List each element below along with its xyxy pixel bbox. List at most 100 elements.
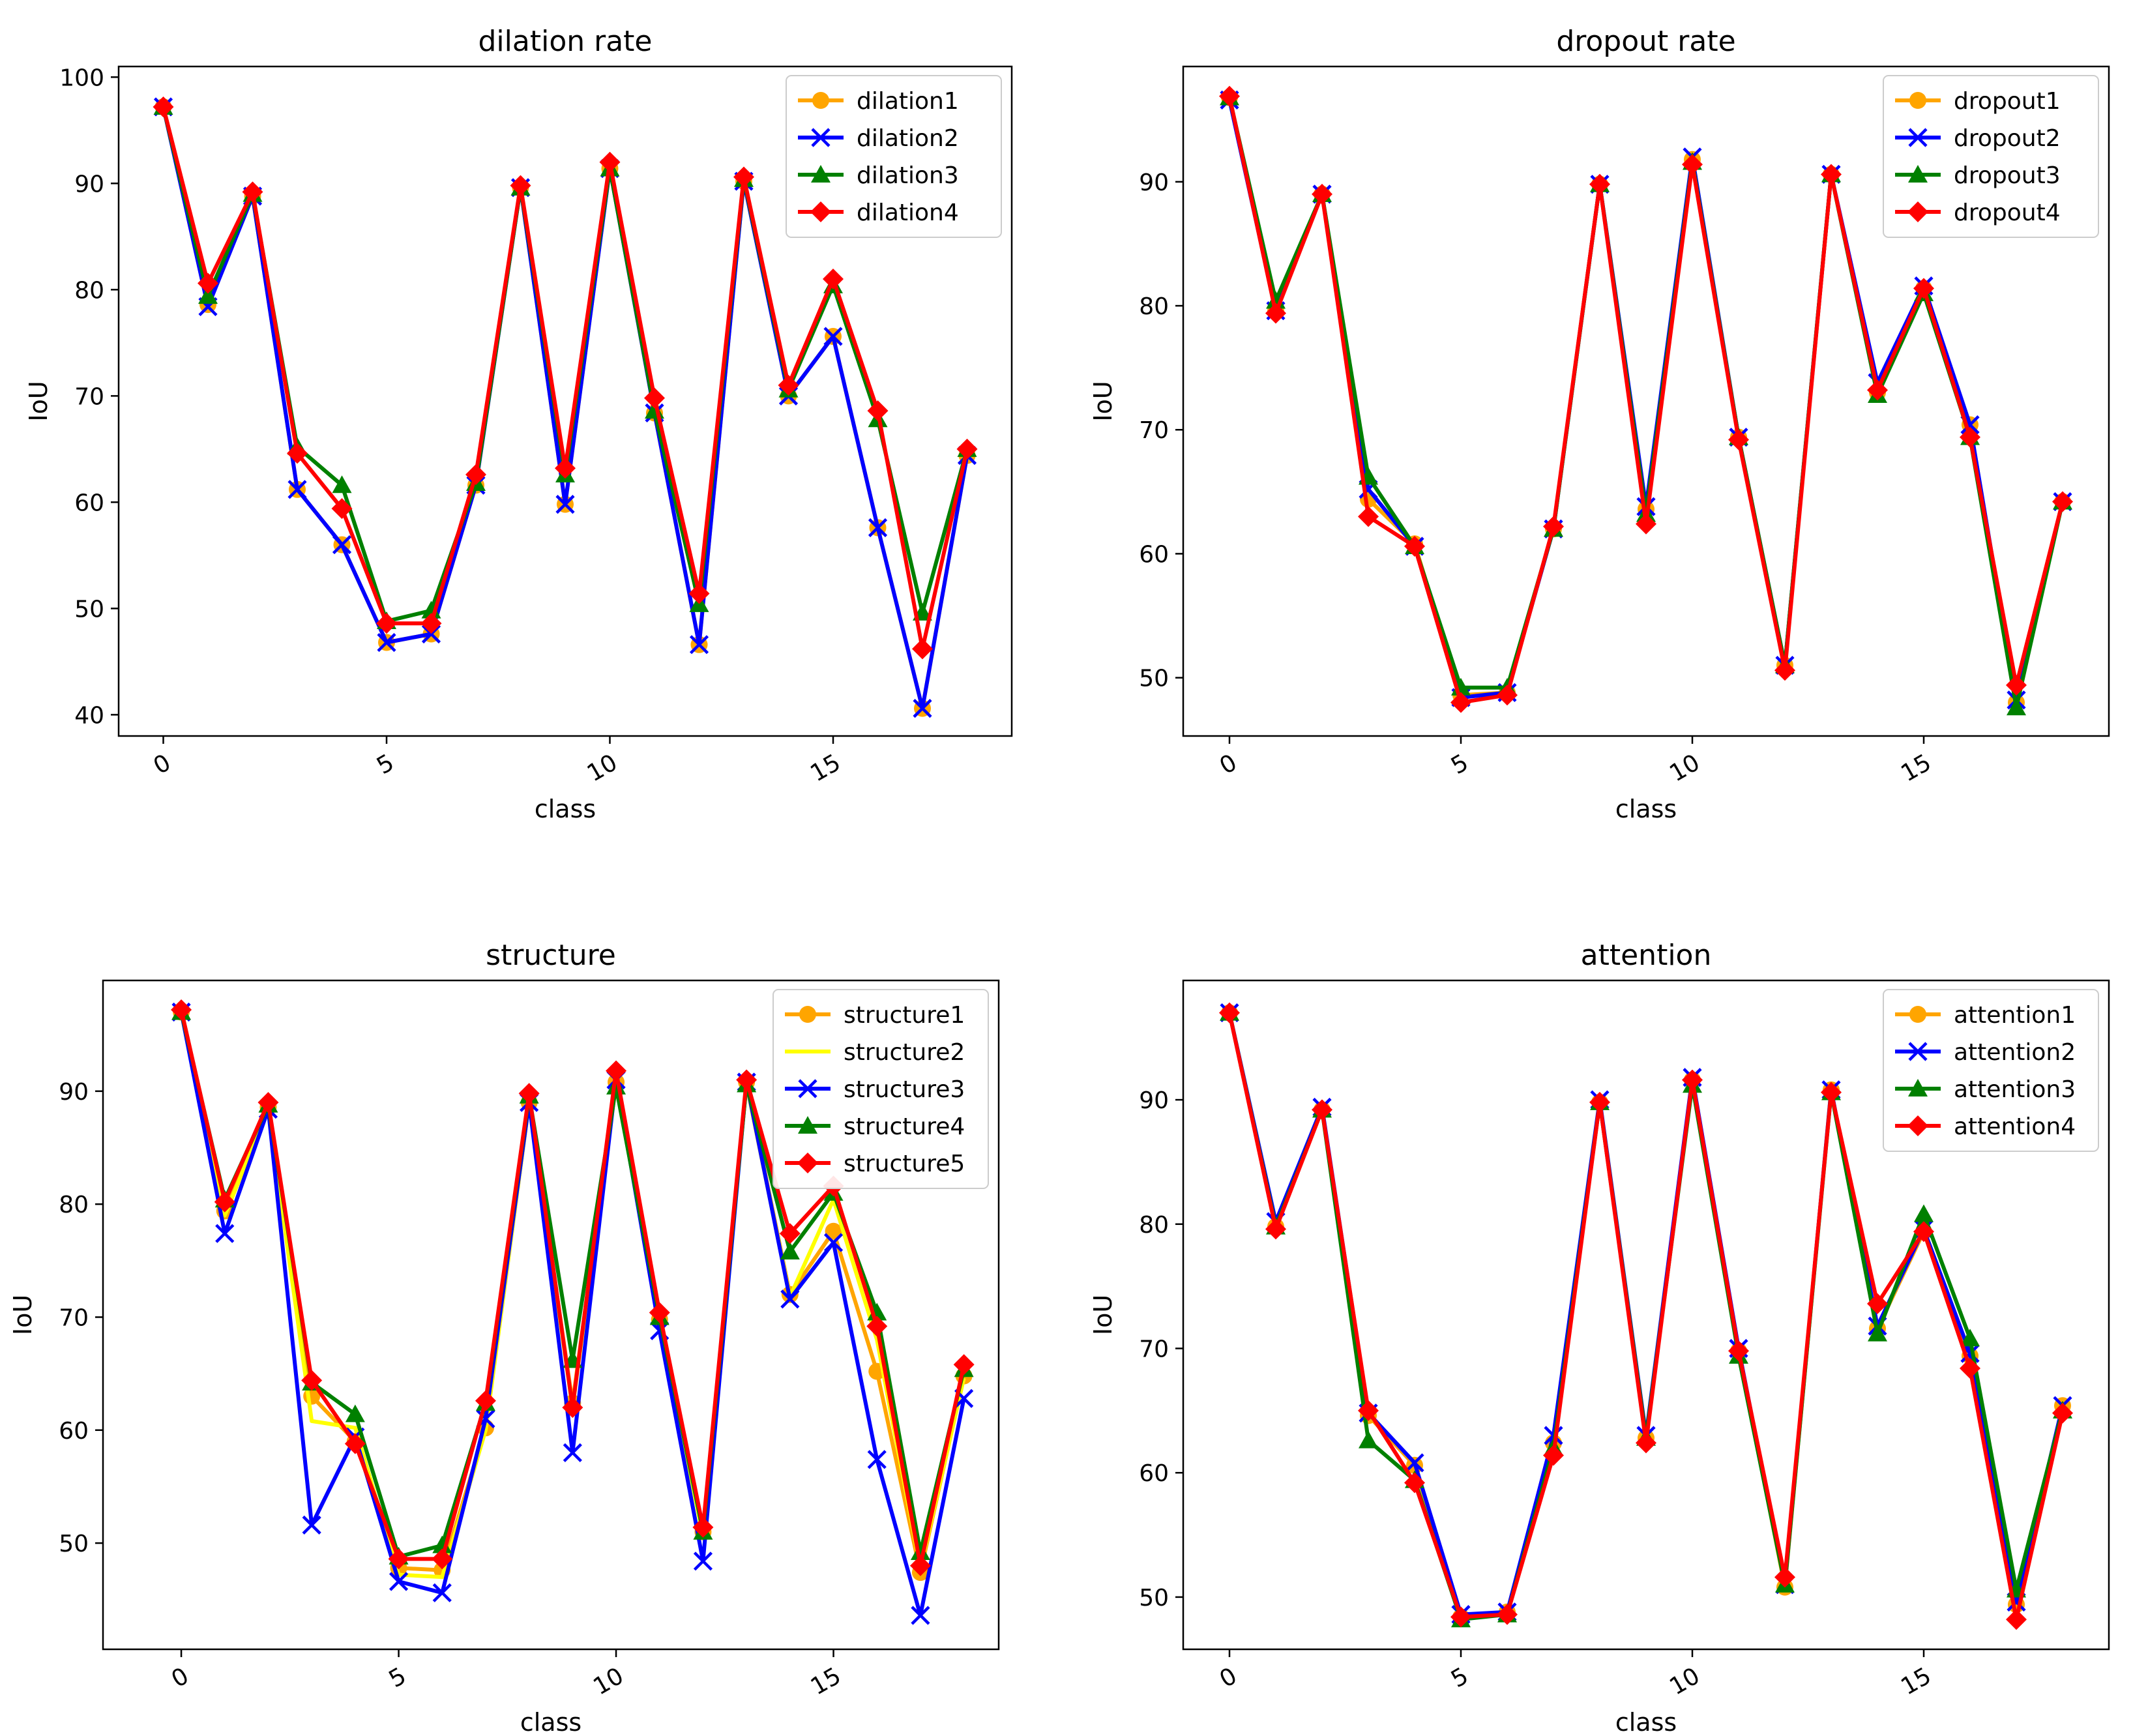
- data-point-attention4-8: [1589, 1091, 1610, 1113]
- legend-label-structure4: structure4: [844, 1113, 965, 1140]
- legend-3: structure1 structure2 structure3 structure4…: [772, 989, 989, 1189]
- data-point-dropout4-6: [1497, 684, 1518, 706]
- plot-frame-2: [1182, 65, 2110, 737]
- data-point-dropout4-16: [1960, 426, 1980, 448]
- legend-marker-dilation4: [810, 201, 831, 222]
- legend-label-attention2: attention2: [1954, 1039, 2076, 1066]
- data-point-structure5-8: [518, 1083, 540, 1104]
- y-tick-label-70: 70: [1139, 1336, 1169, 1362]
- legend-marker-attention4: [1907, 1115, 1928, 1136]
- data-point-dropout4-12: [1774, 660, 1795, 681]
- data-point-structure3-1: [215, 1224, 235, 1243]
- data-point-attention3-14: [1868, 1323, 1887, 1342]
- legend-label-attention3: attention3: [1954, 1076, 2076, 1103]
- data-point-dropout4-3: [1358, 506, 1379, 527]
- legend-2: dropout1 dropout2 dropout3 dropout4: [1883, 75, 2099, 238]
- y-axis-label-2: IoU: [1089, 381, 1117, 421]
- data-point-dropout4-9: [1636, 513, 1656, 535]
- data-point-dropout4-0: [1219, 85, 1240, 107]
- data-point-dilation3-1: [198, 286, 218, 304]
- y-axis-label-3: IoU: [8, 1295, 37, 1335]
- data-point-dilation4-2: [242, 181, 263, 203]
- data-point-dropout4-11: [1728, 429, 1749, 450]
- data-point-structure1-15: [825, 1222, 842, 1240]
- legend-label-structure1: structure1: [844, 1002, 965, 1029]
- data-point-dilation2-17: [913, 699, 932, 718]
- data-point-dropout4-14: [1867, 379, 1888, 401]
- y-tick-label-40: 40: [74, 702, 104, 729]
- legend-label-dilation3: dilation3: [857, 162, 959, 189]
- y-tick-label-60: 60: [1139, 1460, 1169, 1487]
- data-point-attention4-1: [1265, 1218, 1286, 1240]
- data-point-dilation4-16: [867, 400, 889, 422]
- data-point-structure5-10: [606, 1060, 627, 1081]
- data-point-dilation2-16: [868, 518, 888, 538]
- data-point-structure5-18: [953, 1354, 975, 1376]
- data-point-structure5-5: [388, 1548, 409, 1570]
- x-axis-label-2: class: [1615, 795, 1677, 823]
- y-tick-label-100: 100: [59, 65, 104, 91]
- legend-marker-structure1: [799, 1006, 816, 1023]
- data-point-structure5-4: [344, 1433, 366, 1454]
- data-point-dropout4-4: [1404, 536, 1425, 557]
- data-point-dilation4-9: [555, 458, 576, 479]
- legend-label-dilation1: dilation1: [857, 88, 959, 115]
- data-point-dilation4-3: [287, 443, 308, 464]
- y-tick-label-50: 50: [74, 596, 104, 623]
- y-tick-label-50: 50: [1139, 1585, 1169, 1611]
- legend-label-dropout4: dropout4: [1954, 199, 2061, 226]
- legend-label-dilation2: dilation2: [857, 125, 959, 152]
- data-point-dropout3-17: [2007, 698, 2026, 716]
- x-axis-label-3: class: [520, 1708, 581, 1736]
- data-point-attention4-2: [1312, 1099, 1332, 1121]
- data-point-dilation2-15: [823, 327, 843, 346]
- y-tick-label-90: 90: [1139, 169, 1169, 196]
- data-point-structure5-11: [649, 1302, 670, 1323]
- legend-box: [1883, 75, 2099, 238]
- data-point-attention4-14: [1867, 1293, 1888, 1314]
- data-point-dilation4-17: [912, 638, 933, 660]
- data-point-attention3-3: [1359, 1430, 1378, 1449]
- y-tick-label-90: 90: [74, 171, 104, 198]
- y-tick-label-80: 80: [74, 277, 104, 304]
- y-tick-label-90: 90: [59, 1079, 89, 1106]
- data-point-attention4-11: [1728, 1340, 1749, 1362]
- data-point-structure3-16: [867, 1450, 887, 1469]
- legend-box: [1883, 989, 2099, 1152]
- legend-marker-structure3: [798, 1079, 817, 1098]
- data-point-attention4-3: [1358, 1400, 1379, 1421]
- legend-marker-attention1: [1909, 1006, 1926, 1023]
- data-point-dilation2-4: [332, 535, 352, 555]
- legend-marker-dilation3: [811, 165, 831, 183]
- data-point-structure3-12: [693, 1552, 713, 1571]
- data-point-attention4-4: [1404, 1472, 1425, 1493]
- data-point-dilation4-10: [599, 151, 621, 173]
- x-axis-label-4: class: [1615, 1708, 1677, 1736]
- legend-marker-dropout3: [1908, 165, 1928, 183]
- data-point-dilation2-3: [287, 480, 307, 499]
- data-point-attention4-18: [2052, 1402, 2073, 1424]
- data-point-attention4-9: [1636, 1432, 1656, 1454]
- legend-1: dilation1 dilation2 dilation3 dilation4: [786, 75, 1002, 238]
- data-point-attention4-6: [1497, 1604, 1518, 1625]
- legend-label-attention4: attention4: [1954, 1113, 2076, 1140]
- data-point-structure3-3: [302, 1515, 321, 1535]
- data-point-structure4-6: [432, 1535, 452, 1553]
- data-point-structure5-1: [214, 1191, 235, 1213]
- legend-marker-dilation2: [811, 128, 831, 147]
- data-point-attention4-16: [1960, 1358, 1980, 1379]
- data-point-attention3-15: [1914, 1204, 1934, 1222]
- legend-label-structure2: structure2: [844, 1039, 965, 1066]
- data-point-structure3-17: [911, 1606, 930, 1625]
- y-tick-label-70: 70: [59, 1304, 89, 1331]
- y-tick-label-80: 80: [59, 1192, 89, 1218]
- data-point-structure3-6: [432, 1583, 452, 1602]
- data-point-structure5-12: [692, 1516, 714, 1538]
- data-point-dilation4-4: [331, 498, 353, 520]
- legend-label-dropout1: dropout1: [1954, 88, 2061, 115]
- data-point-attention4-0: [1219, 1002, 1240, 1023]
